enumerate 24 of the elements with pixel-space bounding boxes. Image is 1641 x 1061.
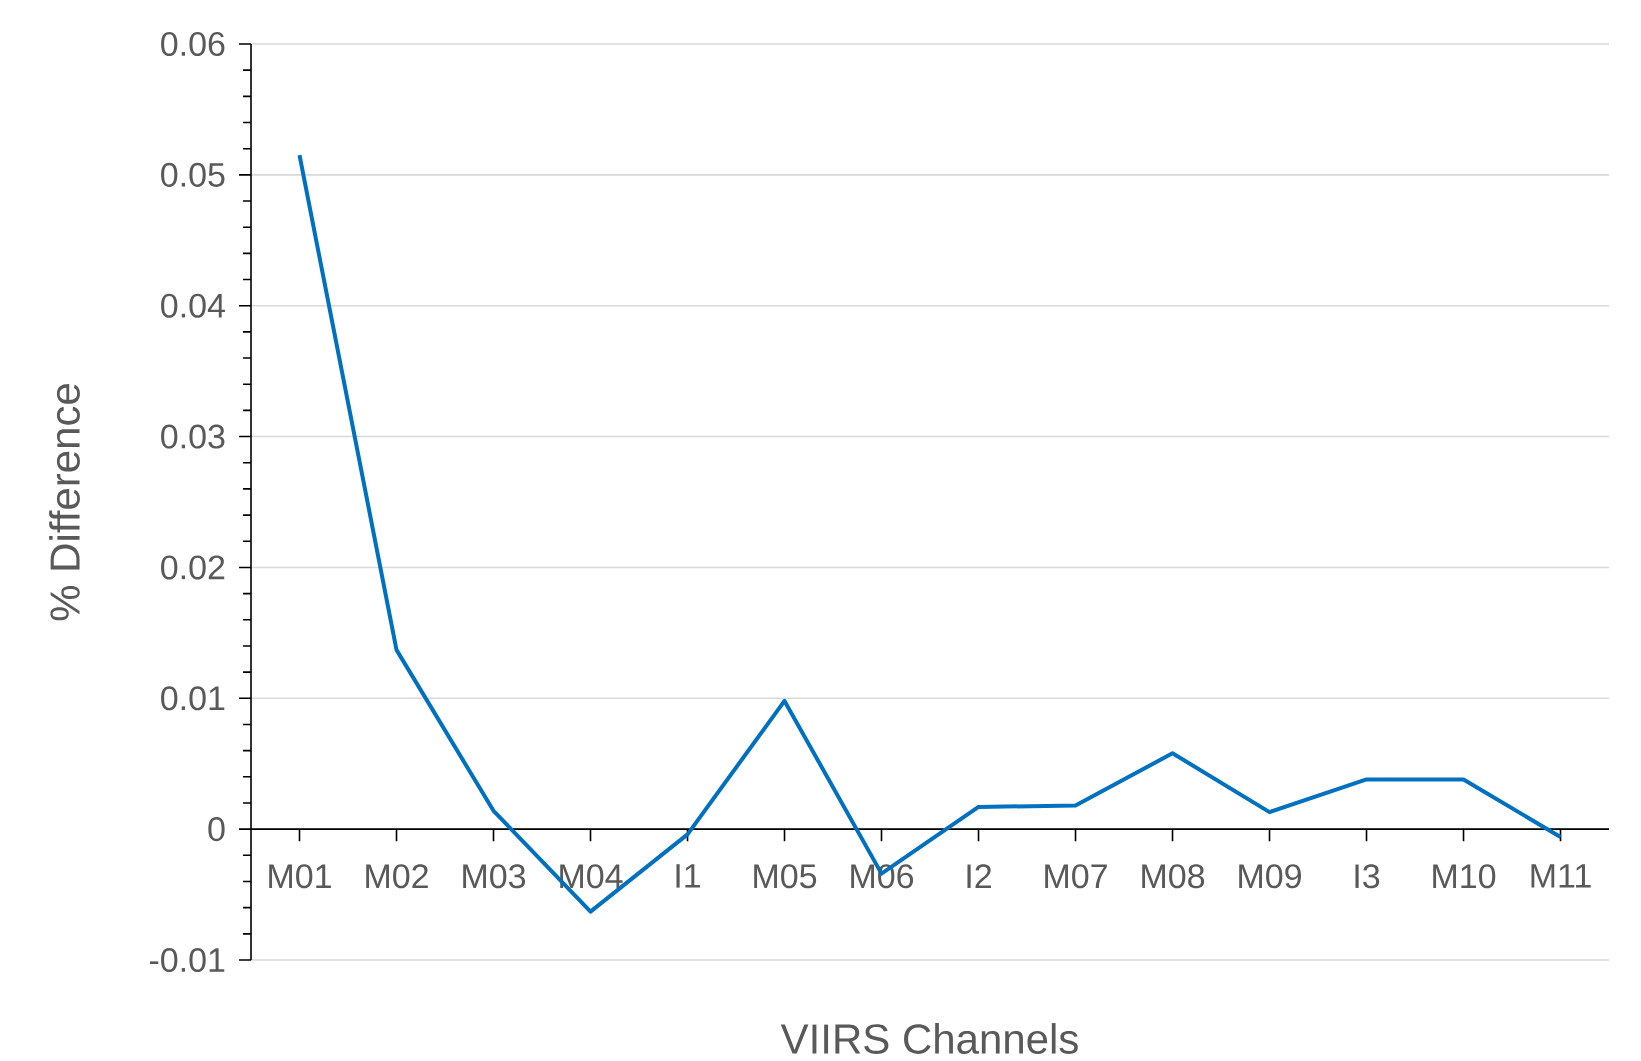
x-axis-title: VIIRS Channels (780, 1023, 1078, 1055)
x-tick-label: M01 (269, 864, 331, 889)
x-tick-label: M11 (1531, 864, 1591, 888)
y-tick-label: 0.04 (161, 293, 225, 318)
x-tick-label: I2 (967, 864, 991, 889)
x-tick-label: M04 (560, 864, 623, 889)
y-tick-label: 0.01 (161, 686, 225, 711)
x-tick-label: I3 (1355, 864, 1380, 889)
x-tick-label: M07 (1045, 864, 1107, 889)
y-tick-label: 0.03 (161, 424, 225, 449)
x-tick-label: M08 (1142, 864, 1205, 889)
x-tick-label: M02 (366, 864, 428, 889)
x-tick-label: M03 (463, 864, 526, 889)
y-axis-title: % Difference (49, 384, 80, 621)
x-tick-label: M10 (1433, 864, 1496, 889)
y-tick-label: 0.05 (161, 163, 225, 188)
x-tick-label: M09 (1239, 864, 1301, 889)
y-tick-label: 0.06 (161, 32, 225, 57)
x-tick-label: I1 (676, 864, 701, 888)
y-tick-label: 0 (208, 817, 225, 842)
y-tick-label: 0.02 (161, 555, 225, 580)
y-tick-label: -0.01 (149, 948, 225, 973)
x-tick-label: M06 (851, 864, 914, 889)
x-tick-label: M05 (754, 864, 817, 889)
